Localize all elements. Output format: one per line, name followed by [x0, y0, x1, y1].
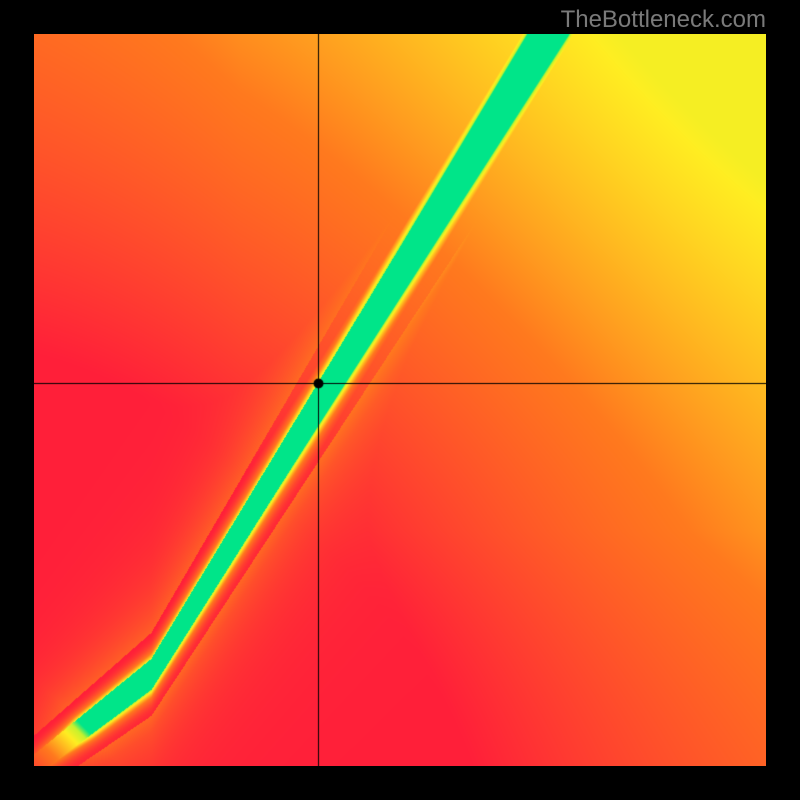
bottleneck-heatmap	[34, 34, 766, 766]
watermark-text: TheBottleneck.com	[561, 6, 766, 34]
